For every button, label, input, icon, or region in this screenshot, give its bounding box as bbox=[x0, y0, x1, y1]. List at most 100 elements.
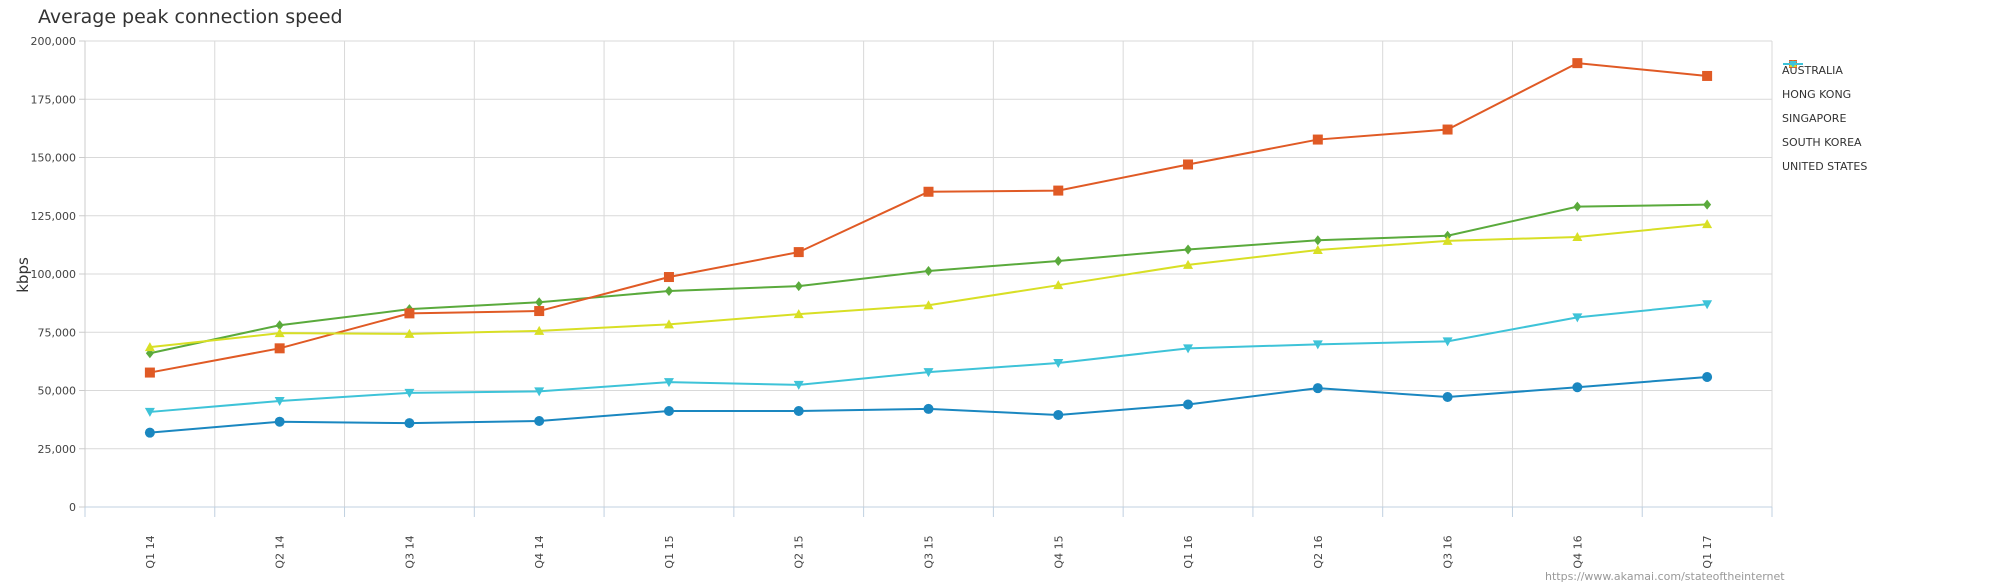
data-point-marker[interactable] bbox=[1184, 244, 1193, 255]
data-point-marker[interactable] bbox=[1054, 255, 1063, 266]
data-point-marker[interactable] bbox=[1183, 159, 1194, 170]
data-point-marker[interactable] bbox=[404, 328, 415, 338]
data-point-marker[interactable] bbox=[923, 403, 934, 414]
data-point-marker[interactable] bbox=[1442, 392, 1453, 403]
data-point-marker[interactable] bbox=[1312, 340, 1323, 350]
data-point-marker[interactable] bbox=[1702, 70, 1713, 81]
data-point-marker[interactable] bbox=[535, 297, 544, 308]
x-tick-label: Q2 16 bbox=[1312, 535, 1325, 568]
series-united-states bbox=[144, 300, 1713, 417]
legend-label: HONG KONG bbox=[1782, 87, 1852, 101]
data-point-marker[interactable] bbox=[794, 281, 803, 292]
legend-label: AUSTRALIA bbox=[1782, 63, 1843, 77]
data-point-marker[interactable] bbox=[1573, 201, 1582, 212]
data-point-marker[interactable] bbox=[274, 396, 285, 406]
data-point-marker[interactable] bbox=[275, 320, 284, 331]
triangle-down-marker-icon bbox=[1783, 61, 1803, 68]
x-axis: Q1 14 Q2 14 Q3 14 Q4 14 Q1 15 Q2 15 Q3 15 Q4 15… bbox=[84, 506, 1773, 569]
data-point-marker[interactable] bbox=[923, 186, 934, 197]
data-point-marker[interactable] bbox=[1442, 337, 1453, 347]
data-point-marker[interactable] bbox=[1312, 245, 1323, 255]
data-point-marker[interactable] bbox=[663, 378, 674, 388]
legend-label: SOUTH KOREA bbox=[1782, 135, 1862, 149]
data-point-marker[interactable] bbox=[1183, 344, 1194, 354]
legend-label: SINGAPORE bbox=[1782, 111, 1847, 125]
series-australia bbox=[144, 371, 1713, 438]
y-tick-label: 150,000 bbox=[31, 152, 77, 165]
legend: AUSTRALIA HONG KONG SINGAPORE SOUTH KOREA UN… bbox=[1782, 58, 1867, 178]
data-point-marker[interactable] bbox=[924, 265, 933, 276]
y-tick-label: 75,000 bbox=[38, 326, 77, 339]
data-point-marker[interactable] bbox=[534, 387, 545, 397]
data-point-marker[interactable] bbox=[534, 416, 545, 427]
chart-title: Average peak connection speed bbox=[38, 6, 343, 28]
data-point-marker[interactable] bbox=[1183, 399, 1194, 410]
data-point-marker[interactable] bbox=[793, 406, 804, 417]
data-point-marker[interactable] bbox=[1053, 280, 1064, 290]
series-line bbox=[149, 223, 1708, 349]
legend-item-united-states[interactable]: UNITED STATES bbox=[1782, 61, 1867, 178]
data-point-marker[interactable] bbox=[144, 367, 155, 378]
data-point-marker[interactable] bbox=[1702, 371, 1713, 382]
data-point-marker[interactable] bbox=[534, 325, 545, 335]
source-link[interactable]: https://www.akamai.com/stateoftheinterne… bbox=[1545, 570, 1785, 583]
series-south-korea bbox=[144, 219, 1713, 352]
data-point-marker[interactable] bbox=[663, 406, 674, 417]
data-point-marker[interactable] bbox=[1572, 313, 1583, 323]
data-point-marker[interactable] bbox=[1443, 230, 1452, 241]
data-point-marker[interactable] bbox=[144, 407, 155, 417]
data-point-marker[interactable] bbox=[793, 309, 804, 319]
data-point-marker[interactable] bbox=[274, 416, 285, 427]
data-point-marker[interactable] bbox=[404, 308, 415, 319]
legend-item-hong-kong[interactable]: HONG KONG bbox=[1782, 60, 1867, 106]
data-point-marker[interactable] bbox=[1053, 409, 1064, 420]
data-point-marker[interactable] bbox=[404, 418, 415, 429]
data-point-marker[interactable] bbox=[1442, 235, 1453, 245]
data-point-marker[interactable] bbox=[1702, 219, 1713, 229]
legend-item-singapore[interactable]: SINGAPORE bbox=[1782, 60, 1867, 130]
data-point-marker[interactable] bbox=[1053, 359, 1064, 369]
x-tick-label: Q3 14 bbox=[403, 535, 416, 568]
x-tick-label: Q1 14 bbox=[144, 535, 157, 568]
data-point-marker[interactable] bbox=[793, 380, 804, 390]
data-point-marker[interactable] bbox=[1572, 382, 1583, 393]
data-point-marker[interactable] bbox=[1312, 383, 1323, 394]
data-point-marker[interactable] bbox=[1572, 58, 1583, 69]
data-point-marker[interactable] bbox=[1183, 259, 1194, 269]
y-axis-label: kbps bbox=[14, 257, 32, 293]
x-tick-label: Q2 14 bbox=[274, 535, 287, 568]
data-point-marker[interactable] bbox=[274, 343, 285, 354]
x-tick-label: Q3 15 bbox=[923, 535, 936, 568]
y-tick-label: 175,000 bbox=[31, 93, 77, 106]
data-point-marker[interactable] bbox=[663, 319, 674, 329]
data-point-marker[interactable] bbox=[923, 368, 934, 378]
data-point-marker[interactable] bbox=[1702, 300, 1713, 310]
data-point-marker[interactable] bbox=[664, 286, 673, 297]
x-tick-label: Q1 17 bbox=[1701, 535, 1714, 568]
data-point-marker[interactable] bbox=[1442, 124, 1453, 135]
data-point-marker[interactable] bbox=[1789, 61, 1797, 68]
x-tick-label: Q1 15 bbox=[663, 535, 676, 568]
data-point-marker[interactable] bbox=[1312, 134, 1323, 145]
data-point-marker[interactable] bbox=[144, 427, 155, 438]
data-point-marker[interactable] bbox=[1572, 231, 1583, 241]
data-point-marker[interactable] bbox=[663, 272, 674, 283]
data-point-marker[interactable] bbox=[1313, 235, 1322, 246]
series-singapore bbox=[144, 58, 1713, 378]
data-point-marker[interactable] bbox=[534, 306, 545, 317]
data-point-marker[interactable] bbox=[274, 328, 285, 338]
legend-item-south-korea[interactable]: SOUTH KOREA bbox=[1782, 60, 1867, 154]
y-tick-label: 50,000 bbox=[38, 385, 77, 398]
data-point-marker[interactable] bbox=[793, 247, 804, 258]
y-axis: 0 25,000 50,000 75,000 100,000 125,000 150,000… bbox=[31, 35, 86, 514]
data-point-marker[interactable] bbox=[404, 388, 415, 398]
data-point-marker[interactable] bbox=[1703, 199, 1712, 210]
y-tick-label: 100,000 bbox=[31, 268, 77, 281]
series-line bbox=[149, 62, 1708, 374]
data-point-marker[interactable] bbox=[1053, 185, 1064, 196]
data-point-marker[interactable] bbox=[923, 300, 934, 310]
x-tick-label: Q4 15 bbox=[1052, 535, 1065, 568]
x-tick-label: Q3 16 bbox=[1442, 535, 1455, 568]
data-point-marker[interactable] bbox=[144, 342, 155, 352]
